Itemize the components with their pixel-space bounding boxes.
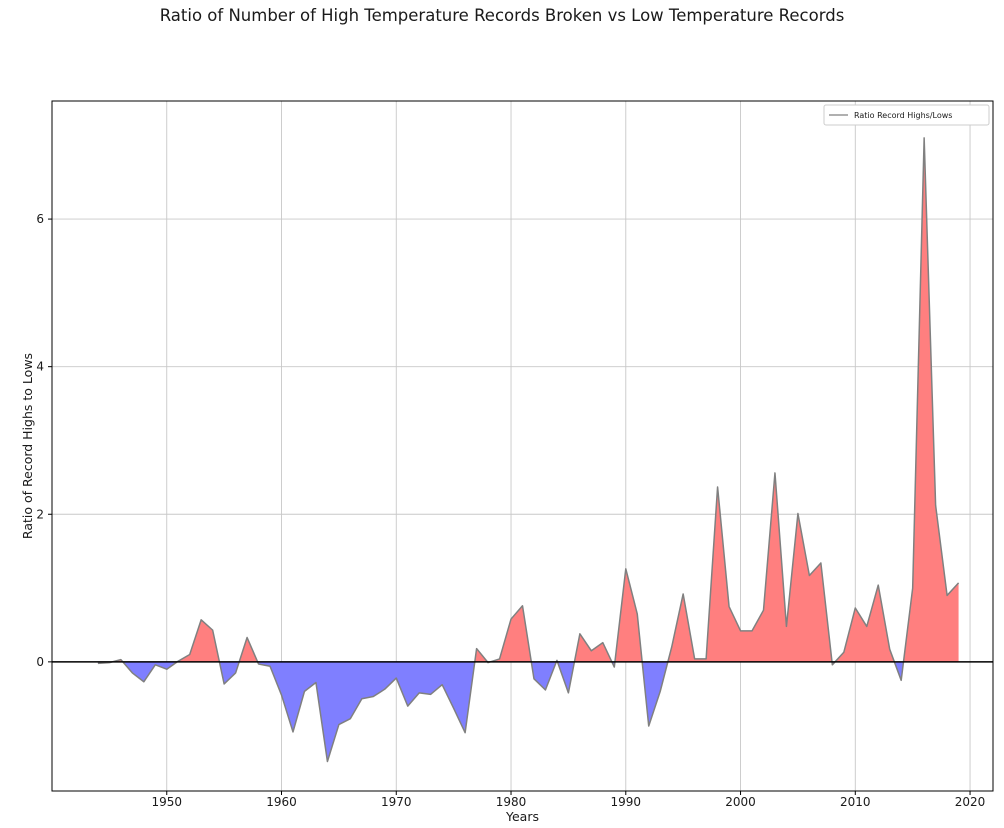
grid-lines <box>52 101 993 791</box>
axis-ticks: 1950 1960 1970 1980 1990 2000 2010 2020 0 2 4 6 <box>36 212 985 809</box>
x-tick-label: 1960 <box>266 795 297 809</box>
x-tick-label: 1970 <box>381 795 412 809</box>
legend-box <box>823 104 990 126</box>
y-tick-label: 0 <box>36 655 44 669</box>
y-axis-label: Ratio of Record Highs to Lows <box>20 353 35 539</box>
x-tick-label: 1990 <box>611 795 642 809</box>
series-line-group <box>97 137 960 763</box>
legend: Ratio Record Highs/Lows <box>823 104 990 126</box>
positive-area <box>97 137 959 662</box>
plot-frame <box>51 100 994 792</box>
area-fills <box>97 137 959 762</box>
chart-title: Ratio of Number of High Temperature Reco… <box>159 6 845 25</box>
series-line <box>97 137 960 763</box>
negative-area <box>97 661 959 762</box>
x-axis-label: Years <box>505 809 539 824</box>
legend-entry-label: Ratio Record Highs/Lows <box>854 111 952 120</box>
x-tick-label: 2020 <box>955 795 986 809</box>
x-tick-label: 1950 <box>151 795 182 809</box>
x-tick-label: 2000 <box>725 795 756 809</box>
x-tick-label: 1980 <box>496 795 527 809</box>
x-tick-label: 2010 <box>840 795 871 809</box>
y-tick-label: 2 <box>36 507 44 521</box>
y-tick-label: 6 <box>36 212 44 226</box>
y-tick-label: 4 <box>36 360 44 374</box>
